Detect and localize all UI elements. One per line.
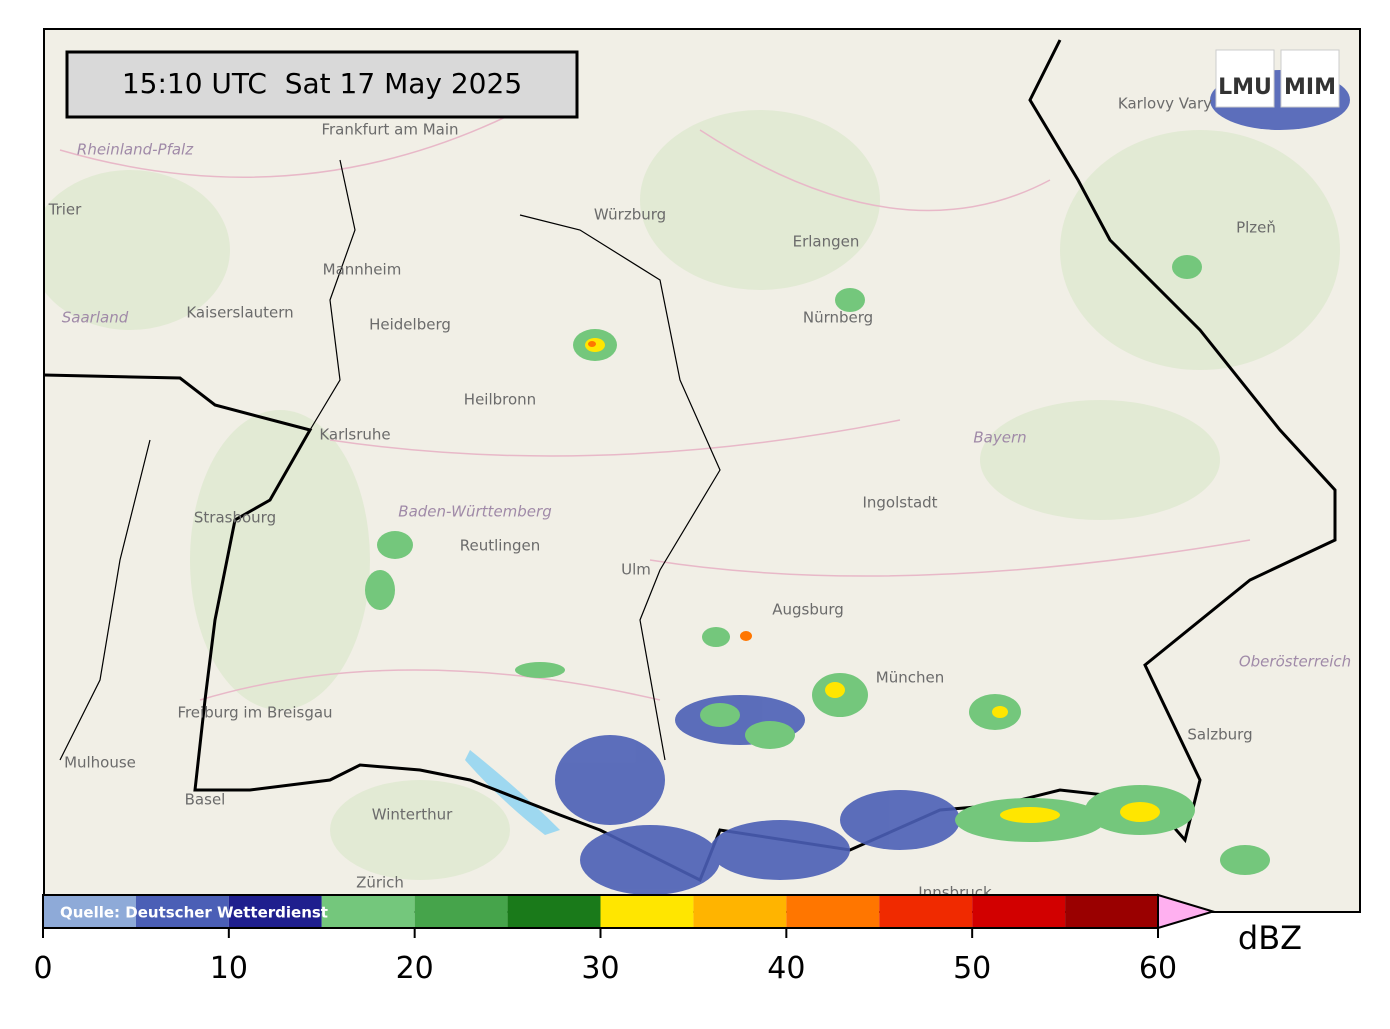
city-label: Heidelberg [369, 316, 451, 334]
city-label: Erlangen [793, 233, 860, 251]
colorbar-segment [972, 895, 1066, 928]
lake [465, 750, 560, 835]
timestamp: 15:10 UTC Sat 17 May 2025 [122, 67, 522, 100]
city-label: Augsburg [772, 601, 844, 619]
colorbar-tick-label: 20 [396, 951, 434, 986]
colorbar-segment [507, 895, 601, 928]
colorbar-tick-label: 0 [33, 951, 52, 986]
city-label: Würzburg [594, 206, 666, 224]
region-label: Oberösterreich [1239, 653, 1351, 671]
logo-mim: MIM [1284, 75, 1336, 100]
region-label: Bayern [973, 429, 1026, 447]
city-label: Zürich [356, 874, 404, 892]
colorbar-segment [43, 895, 136, 928]
city-label: Ulm [621, 561, 651, 579]
city-label: München [876, 669, 944, 687]
colorbar-segment [414, 895, 508, 928]
colorbar-segment [786, 895, 880, 928]
logo-lmu: LMU [1218, 75, 1272, 100]
city-label: Mulhouse [64, 754, 136, 772]
city-label: Mannheim [323, 261, 402, 279]
city-label: Karlsruhe [319, 426, 390, 444]
city-label: Winterthur [372, 806, 453, 824]
colorbar: 0 10 20 30 40 50 60 [33, 893, 1217, 986]
colorbar-unit: dBZ [1238, 919, 1302, 957]
source-credit: Quelle: Deutscher Wetterdienst [60, 904, 328, 922]
city-label: Freiburg im Breisgau [177, 704, 332, 722]
colorbar-segment [693, 895, 787, 928]
colorbar-segment [600, 895, 694, 928]
city-label: Karlovy Vary [1118, 95, 1212, 113]
colorbar-tick-label: 10 [210, 951, 248, 986]
city-label: Nürnberg [803, 309, 873, 327]
city-label: Heilbronn [464, 391, 536, 409]
region-label: Baden-Württemberg [398, 503, 551, 521]
colorbar-segment [135, 895, 229, 928]
logo-box [1215, 49, 1275, 108]
region-label: Saarland [62, 309, 129, 327]
city-label: Frankfurt am Main [321, 121, 458, 139]
city-label: Ingolstadt [862, 494, 937, 512]
city-label: Plzeň [1236, 219, 1276, 237]
colorbar-segment [879, 895, 973, 928]
colorbar-tick-label: 60 [1139, 951, 1177, 986]
city-label: Reutlingen [460, 537, 540, 555]
state-border [59, 159, 721, 761]
colorbar-segment [228, 895, 322, 928]
national-border [44, 39, 1337, 883]
colorbar-segment [1065, 895, 1158, 928]
forest [44, 110, 1340, 880]
city-label: Strasbourg [194, 509, 276, 527]
map-layer: Frankfurt am Main Rheinland-Pfalz Trier Man… [44, 39, 1351, 902]
city-label: Salzburg [1187, 726, 1252, 744]
logo-box [1280, 49, 1340, 108]
region-label: Rheinland-Pfalz [77, 141, 194, 159]
city-label: Kaiserslautern [186, 304, 293, 322]
city-label: Trier [48, 201, 83, 219]
colorbar-segment [321, 895, 415, 928]
timestamp-box [65, 50, 579, 119]
colorbar-tick-label: 30 [581, 951, 619, 986]
colorbar-tick-label: 50 [953, 951, 991, 986]
city-label: Basel [185, 791, 226, 809]
colorbar-tick-label: 40 [767, 951, 805, 986]
roads [59, 109, 1251, 701]
